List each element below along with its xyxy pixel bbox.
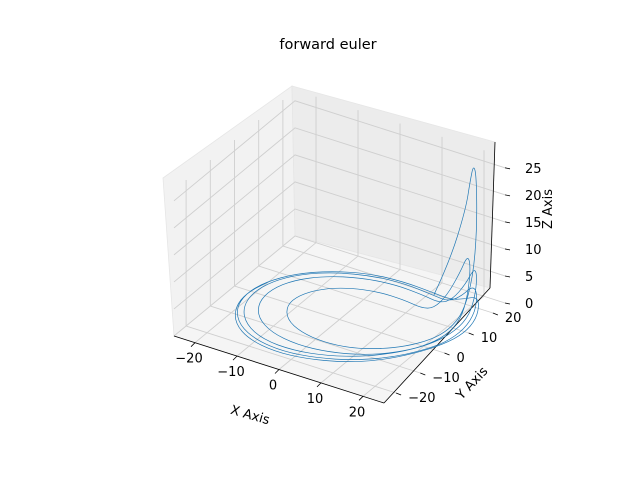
grid-lines [173, 96, 506, 397]
z-tick-label: 25 [525, 162, 542, 177]
chart-title: forward euler [279, 37, 376, 53]
y-tick-mark [444, 352, 450, 356]
y-tick-mark [395, 392, 402, 396]
x-tick-mark [274, 369, 280, 374]
y-tick-label: 0 [457, 351, 465, 366]
y-tick-mark [492, 312, 499, 316]
y-tick-mark [420, 372, 426, 376]
z-tick-mark [504, 302, 511, 305]
z-tick-label: 10 [525, 243, 542, 258]
z-tick-mark [504, 221, 511, 224]
y-tick-mark [468, 332, 474, 336]
x-tick-mark [190, 342, 196, 347]
z-tick-mark [504, 248, 511, 251]
x-tick-label: −10 [217, 365, 244, 380]
y-tick-label: −20 [408, 391, 435, 406]
x-tick-mark [232, 355, 238, 361]
z-tick-mark [504, 194, 511, 197]
z-tick-label: 20 [525, 189, 542, 204]
z-axis-line [489, 141, 496, 289]
grid-line-z [173, 181, 506, 283]
axis-panes [162, 85, 496, 404]
x-tick-mark [358, 396, 364, 401]
z-tick-mark [504, 167, 511, 170]
z-axis-label: Z Axis [541, 189, 556, 229]
y-tick-label: 20 [505, 311, 522, 326]
grid-line-z [173, 235, 506, 337]
data-line [234, 167, 479, 362]
x-tick-label: 0 [269, 379, 277, 394]
z-tick-label: 0 [525, 297, 533, 312]
z-tick-mark [504, 275, 511, 278]
grid-line-z [173, 100, 506, 202]
grid-line-z [173, 154, 506, 256]
y-tick-label: 10 [481, 331, 498, 346]
x-tick-mark [316, 382, 322, 388]
x-axis-label: X Axis [229, 403, 272, 429]
x-tick-label: −20 [175, 352, 202, 367]
grid-line-z [173, 127, 506, 229]
x-tick-label: 20 [349, 405, 366, 420]
grid-line-z [173, 208, 506, 310]
x-tick-label: 10 [307, 392, 324, 407]
z-tick-label: 5 [525, 270, 533, 285]
y-tick-label: −10 [432, 371, 459, 386]
z-tick-label: 15 [525, 216, 542, 231]
